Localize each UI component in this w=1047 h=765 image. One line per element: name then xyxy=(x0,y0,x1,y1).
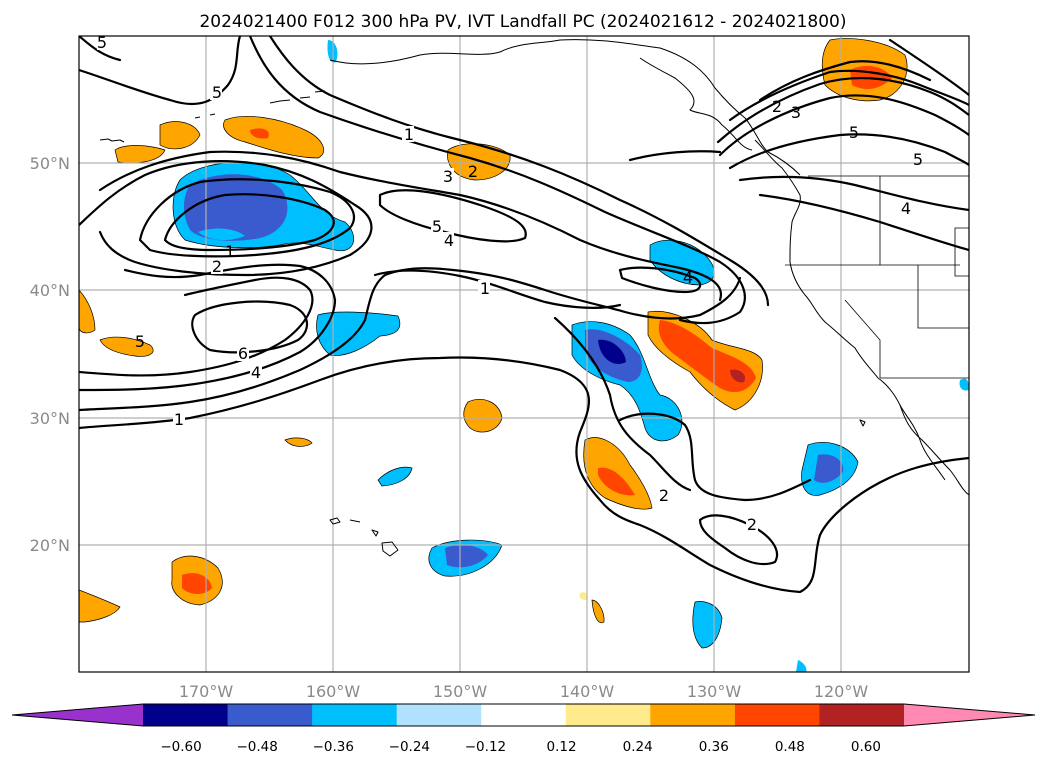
contour-label: 5 xyxy=(913,150,923,169)
map-panel: 5 5 1 3 2 5 4 1 2 1 4 6 4 1 5 2 xyxy=(79,33,969,672)
colorbar-segment xyxy=(396,704,482,726)
contour-label: 5 xyxy=(849,123,859,142)
ivt-contours xyxy=(79,36,969,594)
colorbar-segment xyxy=(312,704,398,726)
lon-tick-label: 150°W xyxy=(433,682,488,701)
contour-label: 1 xyxy=(174,410,184,429)
colorbar-extend-min xyxy=(12,704,143,726)
gridlines xyxy=(79,36,969,672)
contour-label: 4 xyxy=(251,363,261,382)
contour-label: 2 xyxy=(772,97,782,116)
lon-tick-label: 160°W xyxy=(306,682,361,701)
colorbar-tick-label: 0.24 xyxy=(623,739,653,755)
contour-label: 1 xyxy=(225,242,235,261)
contour-labels: 5 5 1 3 2 5 4 1 2 1 4 6 4 1 5 2 xyxy=(97,33,923,534)
contour-label: 2 xyxy=(212,257,222,276)
lat-tick-label: 20°N xyxy=(30,536,70,555)
contour-label: 5 xyxy=(432,217,442,236)
lat-tick-label: 40°N xyxy=(30,281,70,300)
colorbar-segment xyxy=(143,704,229,726)
contour-label: 6 xyxy=(238,344,248,363)
colorbar-tick-label: 0.60 xyxy=(851,739,881,755)
contour-label: 4 xyxy=(444,231,454,250)
contour-label: 5 xyxy=(212,83,222,102)
colorbar-segment xyxy=(734,704,820,726)
colorbar-extend-max xyxy=(904,704,1035,726)
colorbar-tick-label: −0.12 xyxy=(465,739,506,755)
contour-label: 4 xyxy=(683,268,693,287)
contour-label: 3 xyxy=(443,167,453,186)
longitude-tick-labels: 170°W 160°W 150°W 140°W 130°W 120°W xyxy=(179,682,869,701)
colorbar-segment xyxy=(819,704,905,726)
contour-label: 1 xyxy=(404,125,414,144)
map-frame xyxy=(78,35,970,673)
colorbar-segment xyxy=(227,704,313,726)
contour-label: 2 xyxy=(747,515,757,534)
colorbar-tick-label: 0.36 xyxy=(699,739,729,755)
lat-tick-label: 30°N xyxy=(30,409,70,428)
colorbar-segment xyxy=(565,704,651,726)
contour-label: 2 xyxy=(659,486,669,505)
lon-tick-label: 130°W xyxy=(687,682,742,701)
colorbar-tick-label: −0.24 xyxy=(389,739,430,755)
colorbar-tick-label: 0.12 xyxy=(547,739,577,755)
contour-label: 2 xyxy=(468,162,478,181)
colorbar-segment xyxy=(481,704,567,726)
colorbar-tick-label: −0.48 xyxy=(236,739,277,755)
lon-tick-label: 170°W xyxy=(179,682,234,701)
colorbar-tick-label: −0.60 xyxy=(160,739,201,755)
contour-label: 5 xyxy=(135,332,145,351)
contour-label: 4 xyxy=(901,199,911,218)
lon-tick-label: 120°W xyxy=(814,682,869,701)
latitude-tick-labels: 50°N 40°N 30°N 20°N xyxy=(30,154,70,555)
contour-label: 3 xyxy=(791,103,801,122)
contour-label: 1 xyxy=(480,279,490,298)
chart-title: 2024021400 F012 300 hPa PV, IVT Landfall… xyxy=(199,12,846,32)
colorbar-tick-label: 0.48 xyxy=(775,739,805,755)
colorbar-segment xyxy=(650,704,736,726)
lon-tick-label: 140°W xyxy=(560,682,615,701)
lat-tick-label: 50°N xyxy=(30,154,70,173)
colorbar-tick-label: −0.36 xyxy=(313,739,354,755)
contour-label: 5 xyxy=(97,33,107,52)
colorbar-outline xyxy=(11,703,1036,727)
colorbar: −0.60 −0.48 −0.36 −0.24 −0.12 0.12 0.24 0.36 0.4… xyxy=(11,703,1036,755)
political-borders xyxy=(785,175,969,379)
